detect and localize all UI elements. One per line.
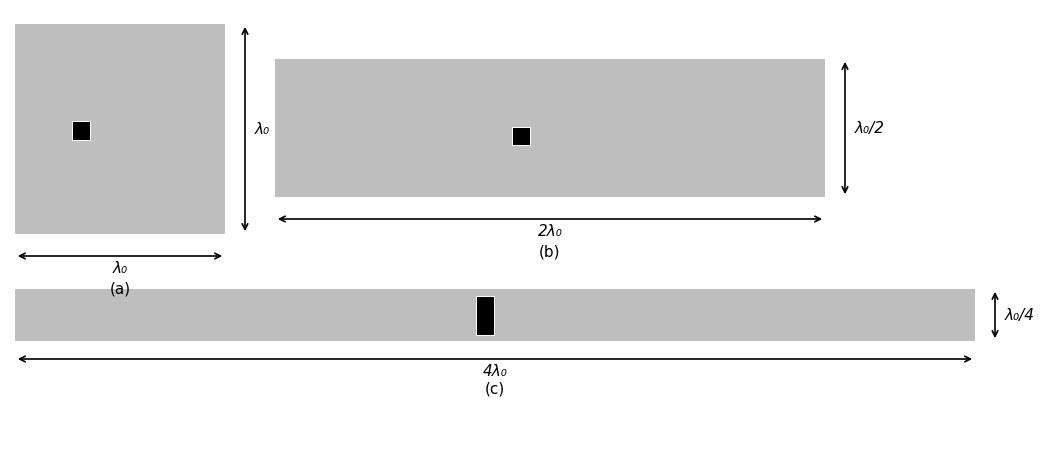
Text: λ₀: λ₀ <box>255 121 270 136</box>
Bar <box>15 24 225 234</box>
Text: λ₀: λ₀ <box>112 261 128 276</box>
Text: (b): (b) <box>539 244 561 259</box>
Bar <box>476 296 493 335</box>
Text: 4λ₀: 4λ₀ <box>483 364 507 379</box>
Bar <box>511 127 530 144</box>
Text: λ₀/2: λ₀/2 <box>855 121 885 136</box>
Bar <box>72 121 90 139</box>
Text: (c): (c) <box>485 381 505 396</box>
Bar <box>15 289 975 341</box>
Text: λ₀/4: λ₀/4 <box>1005 308 1035 323</box>
Bar <box>275 59 826 197</box>
Text: (a): (a) <box>109 281 130 296</box>
Text: 2λ₀: 2λ₀ <box>537 224 562 239</box>
